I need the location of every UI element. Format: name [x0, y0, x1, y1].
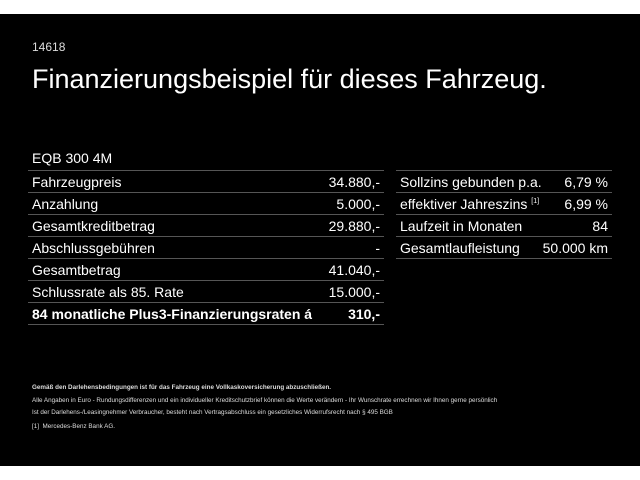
row-label: Schlussrate als 85. Rate: [32, 283, 184, 300]
row-value: 41.040,-: [328, 261, 380, 278]
table-row: Sollzins gebunden p.a. 6,79 %: [396, 171, 612, 193]
row-value: 50.000 km: [542, 239, 608, 256]
row-label-text: effektiver Jahreszins: [400, 195, 528, 212]
table-row: Anzahlung 5.000,-: [28, 193, 384, 215]
footnote: [1] Mercedes-Benz Bank AG.: [32, 421, 622, 434]
table-row: Abschlussgebühren -: [28, 237, 384, 259]
disclaimer-line: Alle Angaben in Euro - Rundungsdifferenz…: [32, 396, 498, 404]
table-row: Gesamtkreditbetrag 29.880,-: [28, 215, 384, 237]
row-label: Anzahlung: [32, 195, 99, 212]
row-label: Abschlussgebühren: [32, 239, 155, 256]
withdrawal-note: Ist der Darlehens-/Leasingnehmer Verbrau…: [32, 409, 393, 416]
table-row: Gesamtbetrag 41.040,-: [28, 259, 384, 281]
vehicle-model: EQB 300 4M: [32, 150, 113, 166]
row-value: 29.880,-: [328, 217, 380, 234]
row-value: 6,79 %: [564, 173, 608, 190]
table-row: Schlussrate als 85. Rate 15.000,-: [28, 281, 384, 303]
row-label: Fahrzeugpreis: [32, 173, 122, 190]
table-row: Fahrzeugpreis 34.880,-: [28, 171, 384, 193]
footnote-text: Mercedes-Benz Bank AG.: [42, 422, 115, 430]
row-value: 5.000,-: [336, 195, 380, 212]
row-label: 84 monatliche Plus3-Finanzierungsraten á: [32, 305, 313, 322]
monthly-rate-row: 84 monatliche Plus3-Finanzierungsraten á…: [28, 303, 384, 325]
table-row: Gesamtlaufleistung 50.000 km: [396, 237, 612, 259]
row-value: 6,99 %: [564, 195, 608, 212]
row-label: Sollzins gebunden p.a.: [400, 173, 542, 190]
row-value: -: [375, 239, 380, 256]
row-value: 310,-: [348, 305, 380, 322]
table-row: Laufzeit in Monaten 84: [396, 215, 612, 237]
row-label: Gesamtlaufleistung: [400, 239, 520, 256]
footnote-ref: [1]: [531, 197, 540, 205]
footnote-mark: [1]: [32, 422, 40, 430]
row-label: Gesamtkreditbetrag: [32, 217, 155, 234]
page-title: Finanzierungsbeispiel für dieses Fahrzeu…: [32, 64, 547, 94]
financing-table: Fahrzeugpreis 34.880,- Anzahlung 5.000,- G…: [28, 170, 384, 325]
legal-notes: Gemäß den Darlehensbedingungen ist für d…: [32, 382, 622, 433]
financing-panel: 14618 Finanzierungsbeispiel für dieses F…: [0, 14, 640, 466]
ad-id: 14618: [32, 40, 66, 54]
row-value: 84: [592, 217, 608, 234]
insurance-note: Gemäß den Darlehensbedingungen ist für d…: [32, 384, 332, 391]
table-row: effektiver Jahreszins [1] 6,99 %: [396, 193, 612, 215]
row-value: 34.880,-: [328, 173, 380, 190]
row-label: effektiver Jahreszins [1]: [400, 196, 539, 212]
interest-table: Sollzins gebunden p.a. 6,79 % effektiver …: [396, 170, 612, 259]
row-value: 15.000,-: [328, 283, 380, 300]
row-label: Gesamtbetrag: [32, 261, 121, 278]
row-label: Laufzeit in Monaten: [400, 217, 523, 234]
